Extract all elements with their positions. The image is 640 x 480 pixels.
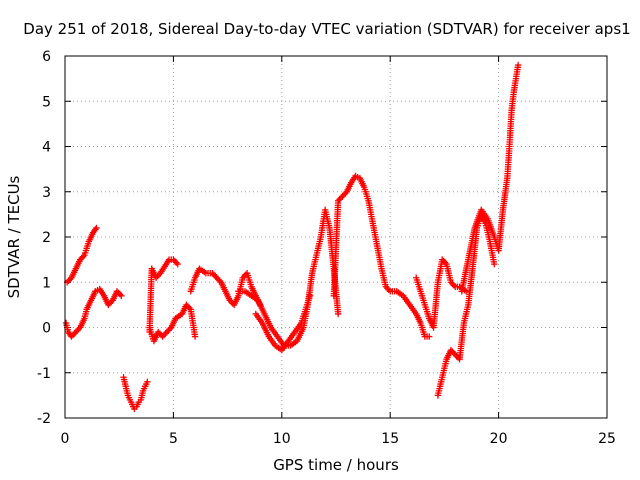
y-tick-label: 0	[42, 321, 51, 337]
data-point	[453, 352, 460, 360]
data-point	[450, 349, 457, 357]
data-point	[426, 333, 433, 340]
data-point	[450, 282, 457, 289]
data-point	[337, 194, 345, 201]
data-point	[336, 196, 343, 203]
y-tick-label: -1	[37, 366, 51, 382]
data-point	[65, 277, 72, 284]
data-point	[514, 61, 522, 69]
data-point	[334, 310, 342, 318]
data-point	[212, 273, 219, 280]
data-point	[72, 328, 80, 336]
data-point	[385, 286, 392, 293]
data-point	[163, 328, 171, 336]
y-tick-label: 3	[42, 185, 51, 201]
y-tick-label: -2	[37, 411, 51, 427]
data-point	[213, 274, 220, 281]
x-tick-label: 25	[598, 431, 616, 447]
data-point	[93, 224, 100, 232]
data-point	[215, 276, 222, 283]
y-tick-label: 1	[42, 275, 51, 291]
data-point	[160, 331, 168, 339]
data-point	[191, 333, 199, 340]
data-point	[74, 327, 81, 334]
x-tick-label: 0	[61, 431, 70, 447]
data-point	[339, 193, 346, 200]
data-point	[116, 291, 124, 298]
data-point	[171, 257, 179, 265]
grid-lines	[65, 56, 607, 418]
data-point	[162, 330, 169, 337]
data-points	[62, 61, 522, 413]
y-tick-label: 5	[42, 94, 51, 110]
axis-ticks: 0 5 10 15 20 25 -2 -1 0 1 2 3 4 5 6	[37, 49, 616, 447]
data-point	[174, 260, 181, 268]
y-tick-label: 2	[42, 230, 51, 246]
data-point	[165, 327, 172, 334]
data-point	[71, 330, 78, 337]
x-tick-label: 5	[169, 431, 178, 447]
data-point	[306, 292, 314, 300]
x-tick-label: 15	[381, 431, 399, 447]
data-point	[210, 271, 218, 278]
data-point	[491, 260, 498, 268]
chart-title: Day 251 of 2018, Sidereal Day-to-day VTE…	[23, 20, 630, 38]
y-tick-label: 6	[42, 49, 51, 65]
y-axis-label: SDTVAR / TECUs	[5, 175, 23, 298]
data-point	[118, 292, 125, 300]
x-tick-label: 10	[273, 431, 291, 447]
data-point	[144, 378, 151, 385]
x-tick-label: 20	[490, 431, 508, 447]
x-axis-label: GPS time / hours	[273, 456, 399, 474]
data-point	[340, 191, 348, 198]
data-point	[173, 259, 180, 266]
plot-frame	[64, 55, 608, 419]
y-tick-label: 4	[42, 140, 51, 156]
